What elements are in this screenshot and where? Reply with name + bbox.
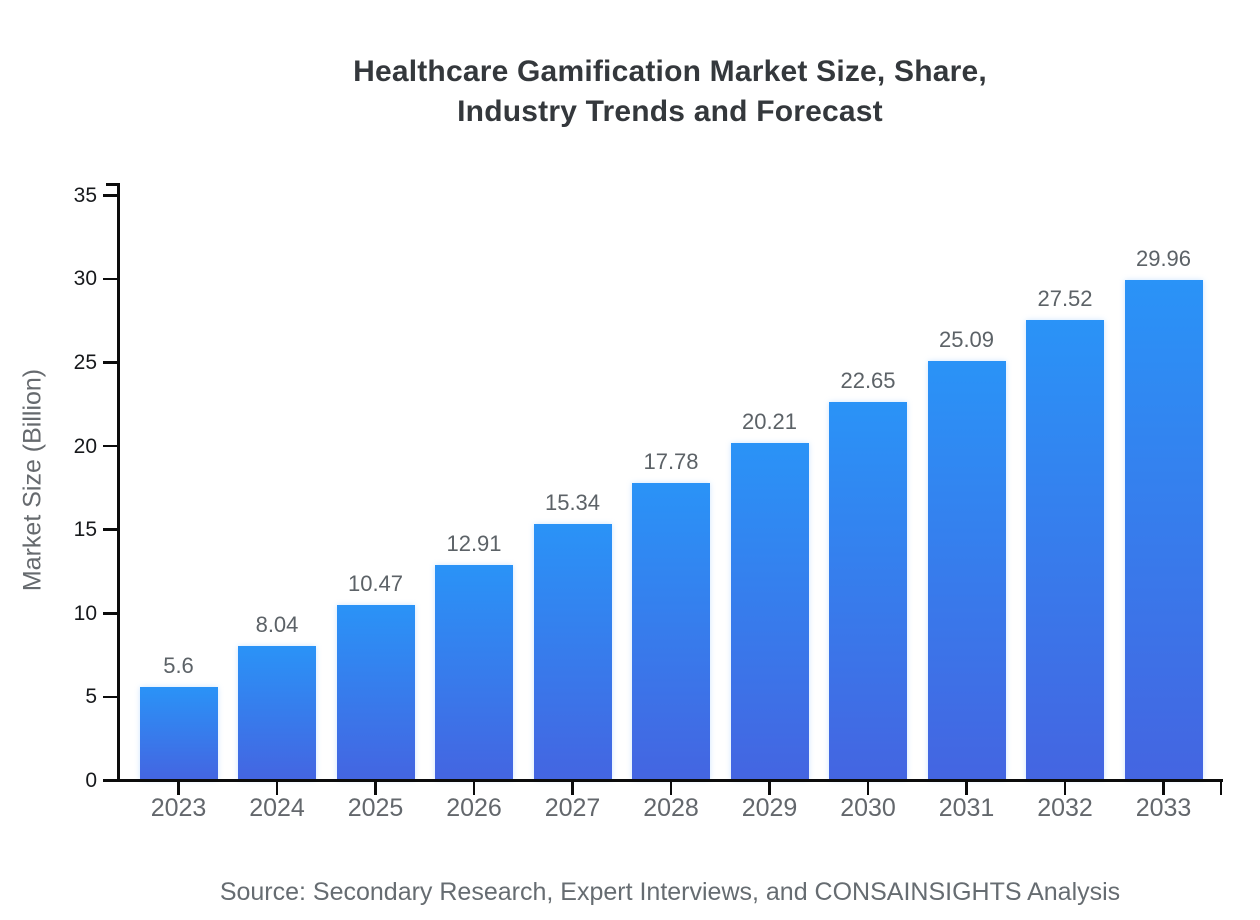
x-tick-label: 2023 [150,793,207,822]
bar-value-label: 5.6 [163,652,194,678]
y-tick-label: 5 [85,685,97,709]
y-tick [103,695,118,699]
bar [927,360,1006,781]
chart-title: Healthcare Gamification Market Size, Sha… [80,52,1260,132]
x-tick-label: 2030 [840,793,896,822]
x-tick [866,779,870,795]
y-tick-label: 25 [73,351,97,374]
y-tick [103,528,118,531]
y-tick [103,779,118,782]
x-axis-line [116,779,1223,782]
x-tick [1162,779,1165,795]
bar [238,646,316,781]
x-tick [669,779,673,795]
y-tick-label: 30 [73,267,97,291]
x-tick-label: 2032 [1037,793,1093,822]
y-tick [103,194,118,197]
x-tick-label: 2025 [347,793,404,822]
bar [829,401,907,781]
x-tick-label: 2031 [938,793,995,822]
bar-value-label: 20.21 [741,408,798,434]
x-tick-label: 2028 [643,793,699,822]
x-tick [1063,779,1067,795]
y-axis-end-cap [106,183,117,186]
bar [1124,279,1203,781]
y-tick [103,444,118,448]
y-axis-line [116,183,120,782]
source-note: Source: Secondary Research, Expert Inter… [219,878,1121,906]
y-tick [103,361,118,364]
chart-title-line1: Healthcare Gamification Market Size, Sha… [353,55,987,88]
bar [533,524,612,781]
x-tick-label: 2029 [741,793,798,822]
bar [139,686,218,781]
x-axis-end-tick [1219,779,1223,795]
x-tick-label: 2033 [1135,793,1192,822]
bar-value-label: 25.09 [938,326,995,352]
y-tick [103,612,118,615]
x-tick [374,779,377,795]
bar-value-label: 22.65 [840,367,896,393]
bar-value-label: 27.52 [1037,286,1093,312]
y-tick-label: 10 [73,601,97,625]
y-tick-label: 15 [73,518,97,542]
y-tick [103,277,118,281]
bar [1026,320,1104,781]
bar [435,564,513,781]
bar-value-label: 8.04 [255,612,299,638]
chart-title-line2: Industry Trends and Forecast [457,95,883,128]
y-tick-label: 0 [85,769,97,792]
bar [336,605,415,781]
x-tick [768,779,771,795]
x-tick [177,779,180,795]
x-tick [472,779,476,795]
bar-value-label: 17.78 [643,449,699,475]
x-tick-label: 2027 [544,793,601,822]
bar-value-label: 29.96 [1135,245,1192,271]
bar [632,483,710,781]
x-tick [965,779,968,795]
x-tick-label: 2026 [446,793,502,822]
x-tick [571,779,574,795]
bar [730,442,809,781]
x-tick [275,779,279,795]
y-tick-label: 20 [73,434,97,458]
y-tick-label: 35 [73,183,97,207]
bar-value-label: 10.47 [347,571,404,597]
x-tick-label: 2024 [249,793,305,822]
bar-value-label: 15.34 [544,490,601,515]
bar-value-label: 12.91 [446,530,502,556]
